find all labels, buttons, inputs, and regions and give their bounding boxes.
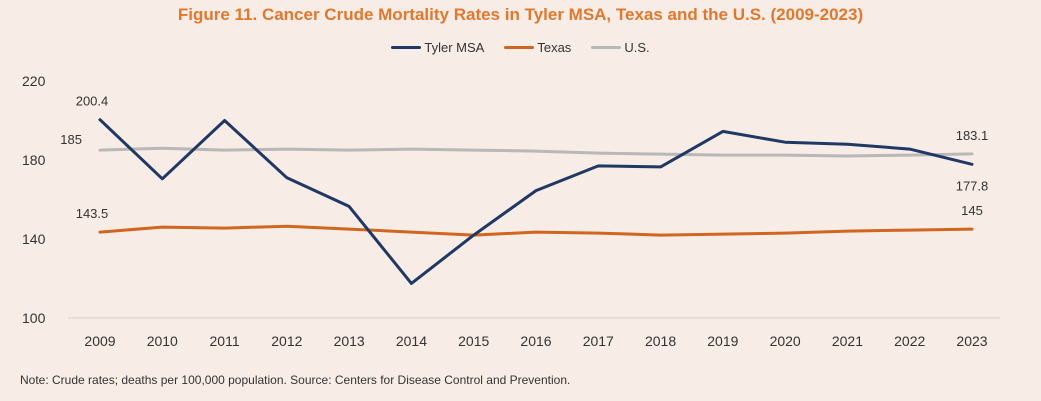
data-label: 145 (961, 203, 983, 218)
source-note: Note: Crude rates; deaths per 100,000 po… (20, 373, 571, 387)
data-label: 177.8 (956, 178, 989, 193)
y-tick-label: 100 (22, 310, 46, 326)
chart-legend: Tyler MSA Texas U.S. (0, 40, 1041, 55)
y-tick-label: 140 (22, 231, 46, 247)
x-tick-label: 2016 (520, 333, 551, 349)
y-tick-label: 180 (22, 152, 46, 168)
x-tick-label: 2010 (147, 333, 178, 349)
x-tick-label: 2017 (583, 333, 614, 349)
x-tick-label: 2013 (334, 333, 365, 349)
legend-item-tyler-msa: Tyler MSA (391, 40, 484, 55)
legend-item-texas: Texas (504, 40, 571, 55)
chart-title: Figure 11. Cancer Crude Mortality Rates … (177, 5, 864, 24)
x-tick-label: 2023 (956, 333, 987, 349)
x-tick-label: 2015 (458, 333, 489, 349)
data-label: 200.4 (76, 94, 109, 109)
legend-label-tyler-msa: Tyler MSA (424, 40, 485, 55)
legend-swatch-tyler-msa (391, 46, 422, 49)
x-tick-label: 2012 (271, 333, 302, 349)
y-tick-label: 220 (22, 73, 46, 89)
x-tick-label: 2014 (396, 333, 427, 349)
data-label: 183.1 (956, 128, 989, 143)
x-tick-label: 2022 (894, 333, 925, 349)
x-tick-label: 2011 (210, 333, 240, 349)
data-label: 185 (60, 132, 82, 147)
legend-label-texas: Texas (537, 40, 572, 55)
series-line-tyler-msa (98, 118, 974, 285)
x-tick-label: 2020 (770, 333, 801, 349)
data-label: 143.5 (76, 206, 109, 221)
series-line-u-s (98, 146, 974, 158)
x-tick-label: 2019 (707, 333, 738, 349)
legend-swatch-texas (504, 46, 535, 49)
series-line-texas (98, 224, 974, 237)
x-tick-label: 2009 (84, 333, 115, 349)
x-tick-label: 2021 (832, 333, 863, 349)
x-tick-label: 2018 (645, 333, 676, 349)
legend-label-us: U.S. (624, 40, 650, 55)
legend-swatch-us (591, 46, 622, 49)
legend-item-us: U.S. (591, 40, 650, 55)
